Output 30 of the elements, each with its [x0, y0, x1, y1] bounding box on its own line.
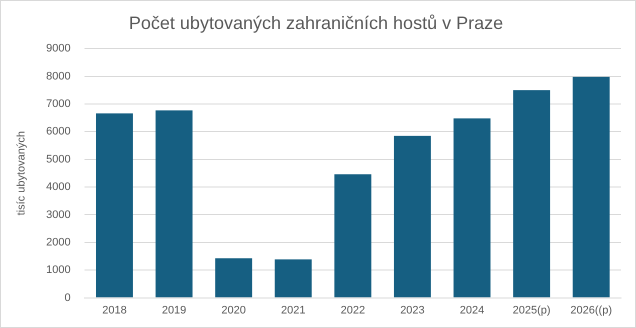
bar	[513, 90, 550, 298]
y-tick-label: 6000	[46, 126, 71, 138]
x-tick-label: 2023	[400, 304, 425, 316]
y-tick-label: 5000	[46, 153, 71, 166]
x-tick-label: 2020	[221, 304, 246, 316]
x-tick-label: 2024	[460, 304, 484, 316]
x-tick-label: 2018	[102, 304, 127, 316]
chart-title: Počet ubytovaných zahraničních hostů v Praze	[128, 12, 504, 33]
y-tick-label: 0	[64, 292, 71, 304]
y-tick-label: 1000	[46, 264, 71, 276]
x-tick-label: 2021	[281, 304, 306, 316]
y-tick-label: 7000	[46, 98, 71, 110]
y-tick-label: 3000	[46, 208, 71, 221]
x-tick-label: 2026((p)	[570, 304, 612, 316]
bar	[156, 110, 193, 298]
bar	[572, 76, 610, 298]
x-tick-label: 2025(p)	[512, 304, 551, 316]
y-tick-label: 9000	[46, 42, 71, 55]
y-tick-label: 8000	[46, 70, 71, 82]
bar	[334, 174, 372, 298]
bar	[394, 136, 431, 298]
bar	[454, 118, 490, 298]
bar	[215, 258, 252, 298]
y-tick-label: 2000	[46, 236, 71, 248]
x-tick-label: 2019	[162, 304, 186, 316]
bar	[96, 113, 133, 298]
bar	[274, 259, 312, 298]
x-tick-label: 2022	[340, 304, 366, 316]
y-axis-title: tisíc ubytovaných	[16, 131, 28, 216]
y-tick-label: 4000	[46, 181, 71, 194]
